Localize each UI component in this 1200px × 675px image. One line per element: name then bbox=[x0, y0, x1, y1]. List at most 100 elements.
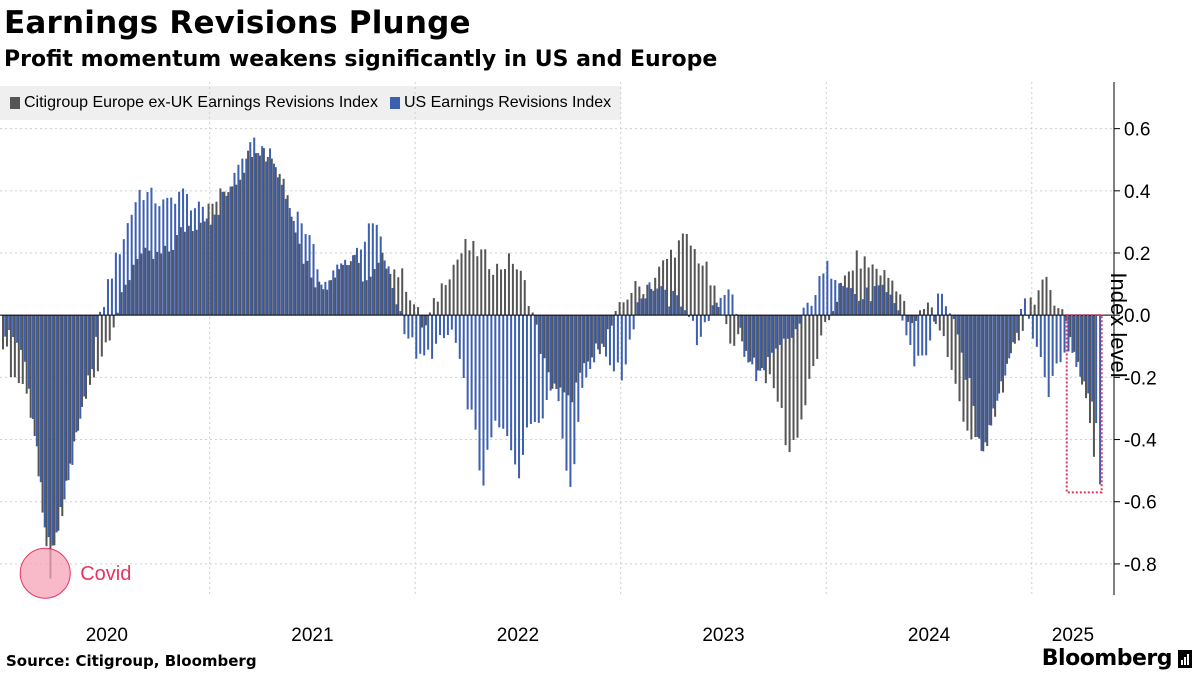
legend-swatch-europe bbox=[10, 97, 20, 109]
bar-us bbox=[656, 288, 659, 316]
bar-europe bbox=[124, 284, 127, 316]
bar-us bbox=[506, 315, 509, 437]
bar-us bbox=[257, 152, 260, 316]
bar-us bbox=[727, 289, 730, 316]
bar-europe bbox=[571, 315, 574, 403]
x-tick-label: 2023 bbox=[702, 625, 744, 646]
bar-europe bbox=[539, 315, 542, 354]
bar-us bbox=[12, 315, 15, 337]
x-tick-label: 2025 bbox=[1052, 625, 1094, 646]
bar-us bbox=[1071, 315, 1074, 353]
bar-us bbox=[909, 315, 912, 346]
bar-europe bbox=[851, 270, 854, 316]
bar-europe bbox=[1077, 315, 1080, 362]
bar-us bbox=[103, 307, 106, 316]
bar-us bbox=[146, 191, 149, 316]
bar-europe bbox=[1061, 309, 1064, 316]
bar-europe bbox=[887, 277, 890, 316]
bar-europe bbox=[828, 315, 831, 321]
legend-item-us[interactable]: US Earnings Revisions Index bbox=[389, 94, 611, 112]
bar-europe bbox=[456, 259, 459, 316]
bar-us bbox=[988, 315, 991, 426]
bar-us bbox=[1031, 315, 1034, 339]
bar-europe bbox=[998, 315, 1001, 394]
bar-europe bbox=[737, 315, 740, 335]
bar-us bbox=[55, 315, 58, 533]
bar-us bbox=[905, 315, 908, 336]
bar-us bbox=[1083, 315, 1086, 382]
bar-europe bbox=[500, 269, 503, 316]
bar-us bbox=[865, 287, 868, 316]
bar-europe bbox=[974, 315, 977, 438]
bar-us bbox=[383, 260, 386, 316]
bar-us bbox=[1039, 315, 1042, 358]
bar-us bbox=[438, 315, 441, 336]
bar-us bbox=[399, 311, 402, 316]
bar-europe bbox=[559, 315, 562, 388]
bar-europe bbox=[420, 315, 423, 328]
bar-europe bbox=[899, 294, 902, 316]
recent-plunge-highlight bbox=[1065, 314, 1103, 494]
bar-us bbox=[893, 303, 896, 316]
bar-europe bbox=[689, 245, 692, 316]
bar-us bbox=[549, 315, 552, 391]
bar-us bbox=[782, 315, 785, 339]
bar-europe bbox=[65, 315, 68, 481]
bar-us bbox=[312, 244, 315, 316]
bar-us bbox=[387, 266, 390, 316]
bar-europe bbox=[452, 264, 455, 316]
bar-europe bbox=[915, 315, 918, 321]
bar-europe bbox=[938, 315, 941, 331]
bar-us bbox=[612, 315, 615, 372]
bar-europe bbox=[614, 310, 617, 316]
bar-us bbox=[355, 247, 358, 316]
bar-us bbox=[913, 315, 916, 367]
bar-us bbox=[1043, 315, 1046, 378]
bar-europe bbox=[563, 315, 566, 393]
bar-us bbox=[233, 172, 236, 316]
bar-europe bbox=[677, 240, 680, 316]
bar-europe bbox=[96, 315, 99, 372]
bar-europe bbox=[1013, 315, 1016, 344]
bar-us bbox=[498, 315, 501, 428]
bar-us bbox=[739, 315, 742, 328]
bar-europe bbox=[112, 315, 115, 328]
bar-europe bbox=[954, 315, 957, 384]
bar-europe bbox=[337, 269, 340, 316]
bar-europe bbox=[836, 301, 839, 316]
bar-us bbox=[644, 298, 647, 316]
bar-europe bbox=[258, 155, 261, 316]
bar-europe bbox=[1021, 315, 1024, 331]
bar-us bbox=[877, 285, 880, 316]
bar-europe bbox=[673, 257, 676, 316]
bar-us bbox=[142, 200, 145, 316]
bar-europe bbox=[73, 315, 76, 442]
bar-europe bbox=[950, 315, 953, 370]
legend-item-europe[interactable]: Citigroup Europe ex-UK Earnings Revision… bbox=[10, 94, 378, 112]
bar-us bbox=[581, 315, 584, 388]
bar-us bbox=[27, 315, 30, 389]
bar-us bbox=[921, 315, 924, 356]
bar-us bbox=[91, 315, 94, 370]
bar-us bbox=[703, 315, 706, 323]
bar-us bbox=[269, 148, 272, 316]
bar-europe bbox=[1053, 305, 1056, 316]
bar-europe bbox=[764, 315, 767, 384]
bar-us bbox=[8, 315, 11, 330]
bar-europe bbox=[168, 251, 171, 316]
bar-europe bbox=[634, 281, 637, 316]
bar-us bbox=[691, 315, 694, 321]
bar-us bbox=[371, 223, 374, 316]
bar-us bbox=[474, 315, 477, 430]
bar-europe bbox=[669, 249, 672, 316]
bar-europe bbox=[1069, 315, 1072, 338]
bar-europe bbox=[5, 315, 8, 347]
bar-us bbox=[63, 315, 66, 500]
bar-us bbox=[664, 289, 667, 316]
bar-us bbox=[585, 315, 588, 378]
bar-us bbox=[814, 295, 817, 316]
bar-europe bbox=[1002, 315, 1005, 393]
bar-europe bbox=[875, 268, 878, 316]
bar-us bbox=[71, 315, 74, 465]
bar-europe bbox=[88, 315, 91, 385]
